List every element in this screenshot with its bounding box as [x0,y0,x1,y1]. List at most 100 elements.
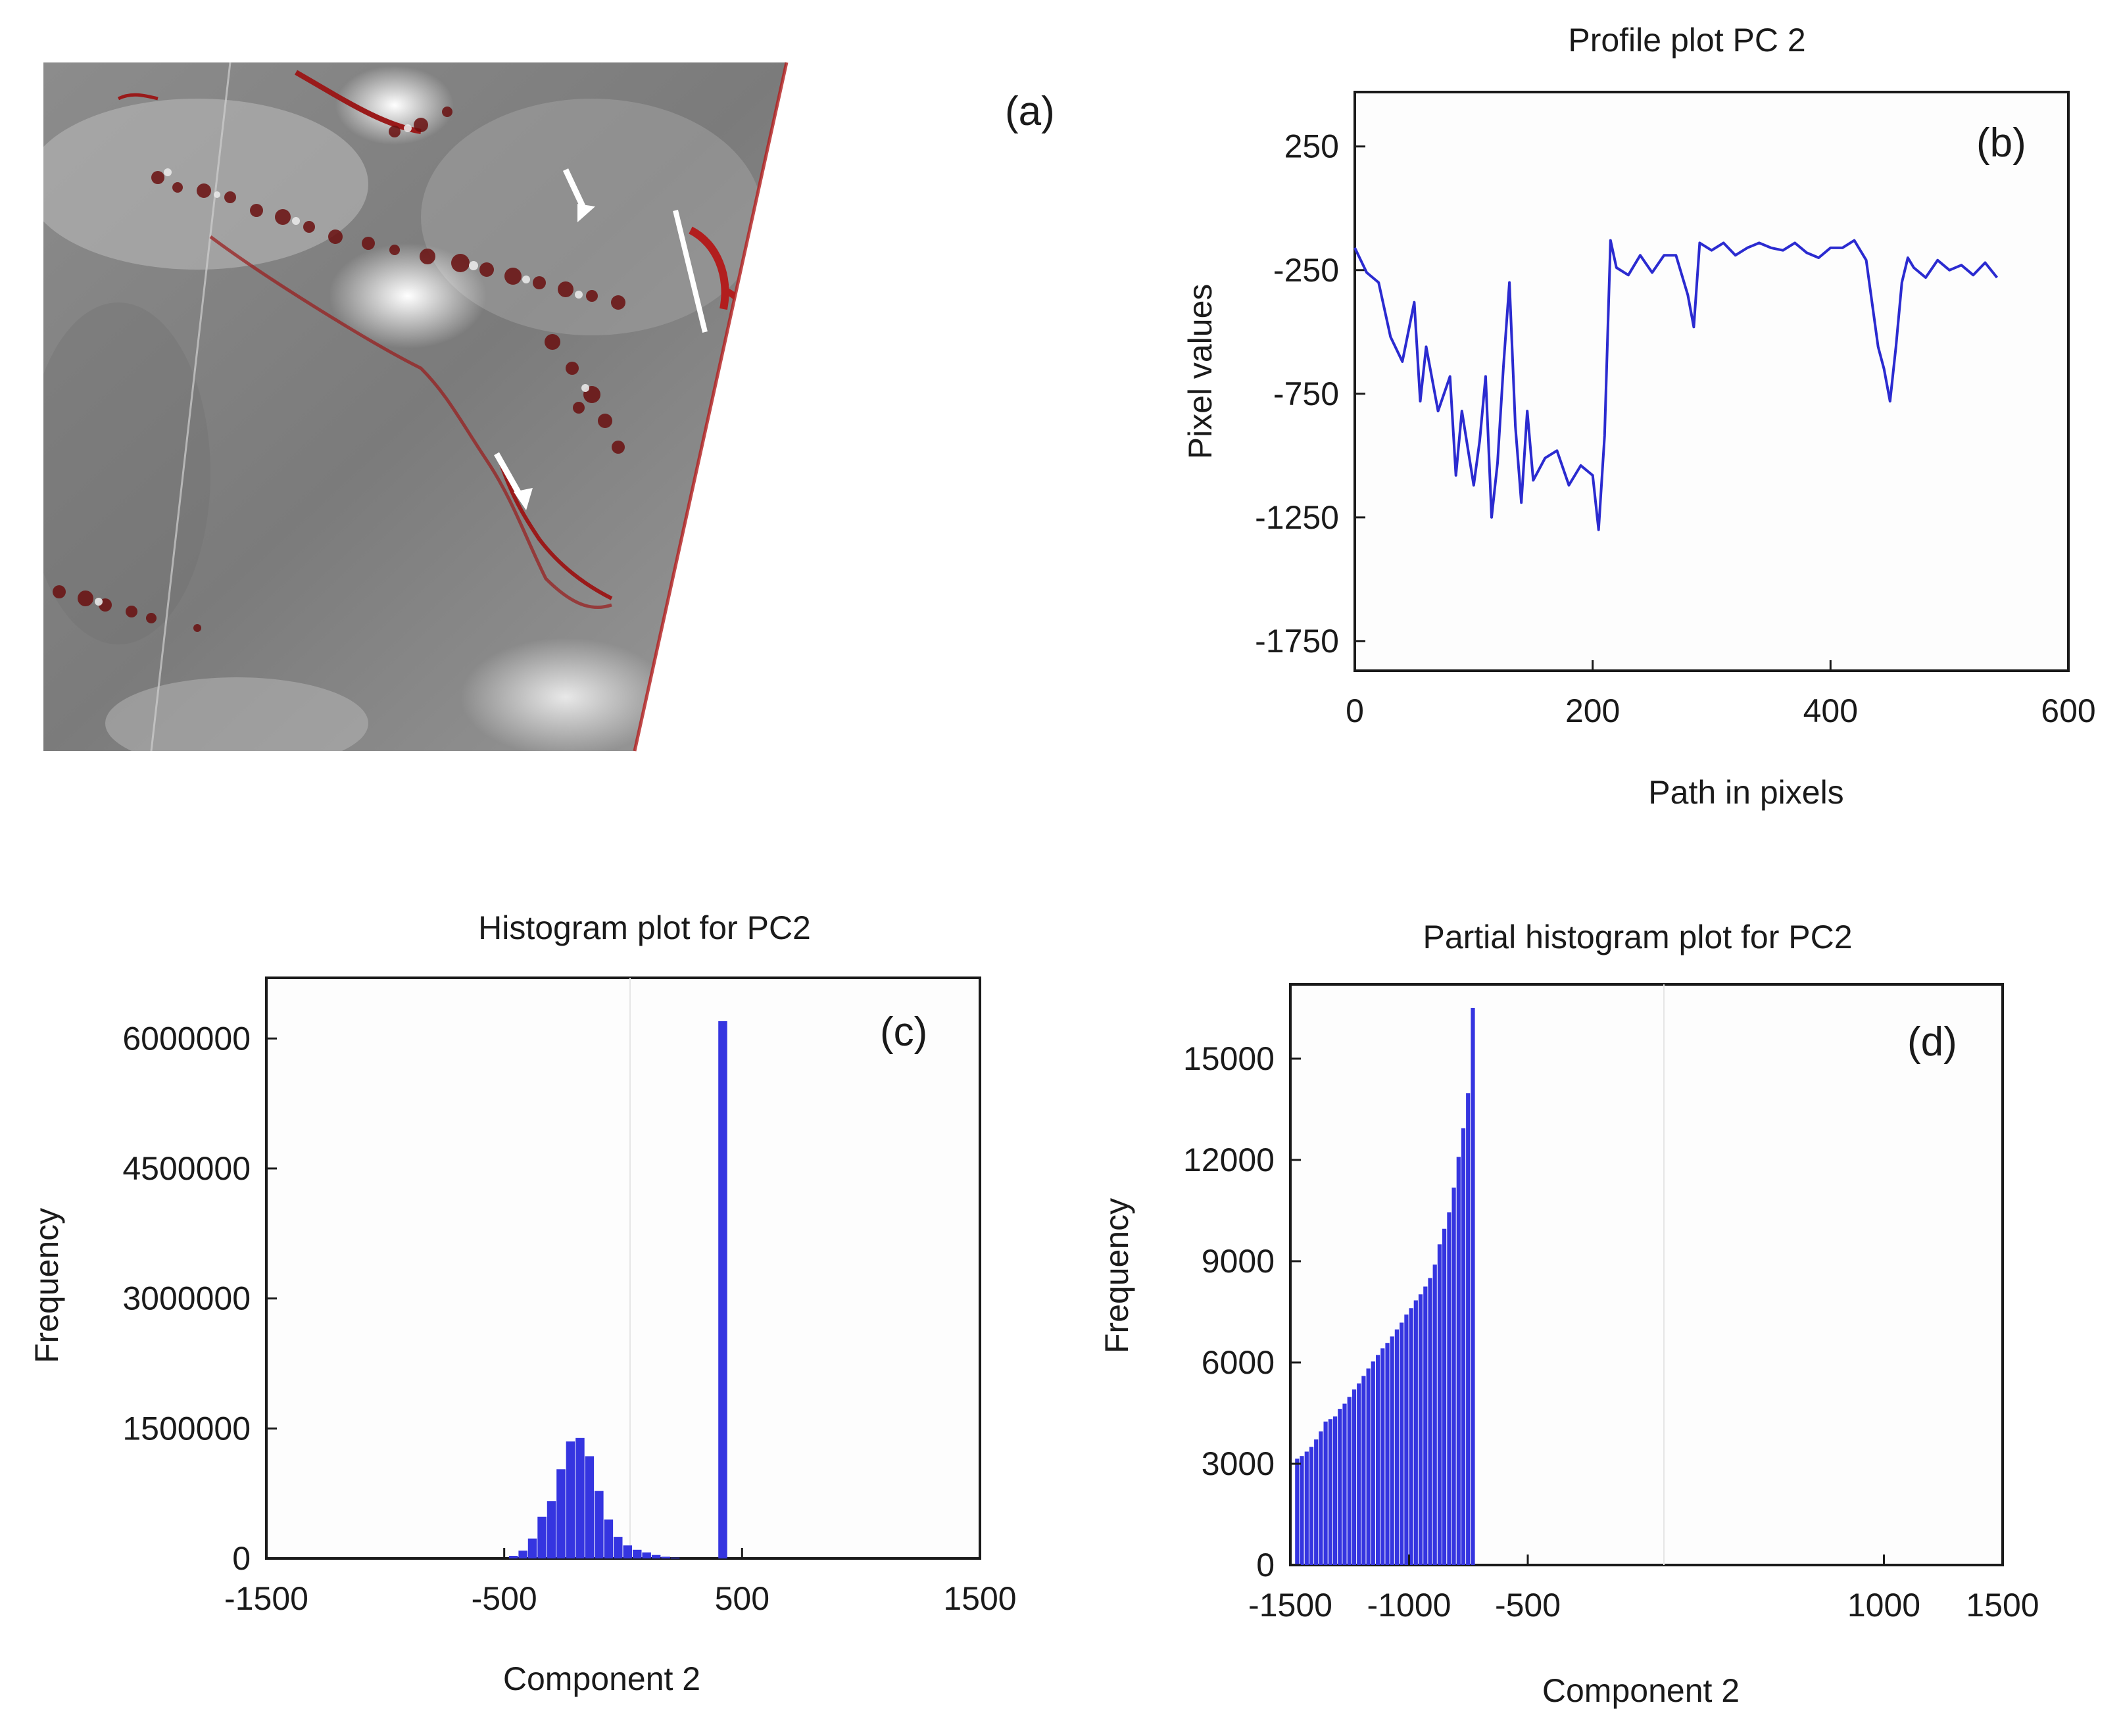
x-tick-label: -1500 [1248,1587,1332,1624]
panel-b: Profile plot PC 2 250 -250 -750 -1250 -1… [1182,22,2096,811]
histogram-bar [661,1556,670,1558]
arrow-icon [494,452,533,510]
y-tick-label: 15000 [1183,1040,1275,1077]
histogram-bar [1404,1314,1409,1565]
histogram-bar [633,1549,642,1558]
histogram-bar [1309,1447,1314,1565]
y-tick-label: 4500000 [122,1150,251,1187]
panel-label: (d) [1907,1019,1957,1065]
histogram-bar [642,1552,651,1558]
histogram-bar [1323,1421,1328,1565]
x-tick-label: 500 [715,1580,769,1617]
histogram-bar [1428,1278,1432,1565]
profile-path-line [673,210,708,333]
histogram-bar [595,1491,604,1558]
y-tick-label: 9000 [1202,1243,1275,1280]
histogram-bar [1400,1322,1404,1565]
tick-marks [1353,145,2070,671]
histogram-bar [1437,1244,1442,1565]
histogram-bar [1423,1286,1428,1565]
histogram-bar [1461,1128,1466,1565]
x-axis-label: Path in pixels [1648,774,1843,811]
histogram-bars [1295,1007,1475,1565]
y-tick-label: 0 [1256,1547,1275,1583]
arrow-icon [562,168,595,222]
x-tick-label: -500 [472,1580,537,1617]
histogram-bar [1447,1212,1451,1565]
panel-label: (b) [1976,120,2026,166]
y-axis-label: Pixel values [1182,284,1219,460]
histogram-bar [1390,1336,1394,1565]
histogram-bar [1304,1451,1309,1565]
histogram-bar [527,1538,537,1558]
histogram-bar [1371,1361,1375,1565]
histogram-bar [614,1537,623,1558]
y-tick-label: -1250 [1255,499,1339,536]
panel-d: Partial histogram plot for PC2 0 3000 60… [1098,919,2039,1709]
histogram-bar [508,1556,518,1558]
histogram-bar [1342,1403,1347,1565]
swath-edge [633,62,789,752]
plot-area [265,976,981,1560]
y-tick-label: 6000000 [122,1020,251,1057]
y-tick-label: -250 [1273,252,1339,289]
y-axis-label: Frequency [1098,1198,1135,1353]
histogram-bar [518,1551,527,1558]
histogram-bar [547,1501,556,1558]
histogram-bar [1432,1265,1437,1565]
histogram-bar [1385,1343,1390,1565]
histogram-bar [566,1441,575,1558]
histogram-bar [1328,1419,1332,1565]
x-tick-label: 400 [1803,692,1858,729]
histogram-bar [1409,1308,1413,1565]
panel-c: Histogram plot for PC2 0 1500000 3000000… [28,909,1017,1697]
y-tick-label: -1750 [1255,623,1339,660]
panel-label: (c) [880,1009,927,1055]
histogram-bar [1394,1329,1399,1565]
tick-marks [265,1037,981,1560]
chart-title: Profile plot PC 2 [1568,22,1805,59]
histogram-bar [651,1555,661,1558]
x-tick-label: 600 [2041,692,2095,729]
histogram-bar [1347,1397,1352,1565]
histogram-bar [1361,1376,1366,1565]
histogram-bar [718,1021,727,1558]
x-tick-label: 200 [1565,692,1620,729]
histogram-bar [575,1437,585,1558]
plot-area [1353,91,2070,672]
histogram-bar [1442,1228,1447,1565]
x-tick-label: -500 [1495,1587,1561,1624]
histogram-bar [1380,1348,1385,1565]
x-tick-label: -1500 [224,1580,308,1617]
histogram-bar [1300,1456,1304,1565]
profile-series-line [1353,239,1999,531]
x-tick-label: 1500 [1966,1587,2039,1624]
panel-a: (a) [43,62,1097,752]
x-axis-label: Component 2 [503,1660,700,1697]
y-tick-label: 3000000 [122,1280,251,1317]
x-tick-label: 1000 [1847,1587,1920,1624]
histogram-bar [623,1545,632,1558]
histogram-bar [1418,1294,1423,1565]
y-tick-label: 6000 [1202,1344,1275,1381]
histogram-bar [1357,1383,1361,1565]
histogram-bar [1319,1431,1323,1565]
y-tick-label: 3000 [1202,1445,1275,1482]
histogram-bar [1456,1157,1461,1565]
satellite-image [43,62,787,751]
histogram-bar [1376,1355,1380,1565]
histogram-bar [1366,1368,1371,1565]
x-tick-label: 0 [1346,692,1364,729]
y-tick-label: 250 [1284,128,1339,165]
y-tick-label: 1500000 [122,1410,251,1447]
histogram-bar [537,1516,547,1558]
histogram-bar [585,1456,595,1558]
histogram-bar [604,1519,614,1558]
panel-label: (a) [1005,89,1055,134]
tick-marks [1289,1057,2004,1566]
histogram-bars [508,1021,727,1558]
histogram-bar [1295,1459,1300,1565]
histogram-bar [1413,1300,1418,1565]
chart-title: Histogram plot for PC2 [478,909,811,946]
